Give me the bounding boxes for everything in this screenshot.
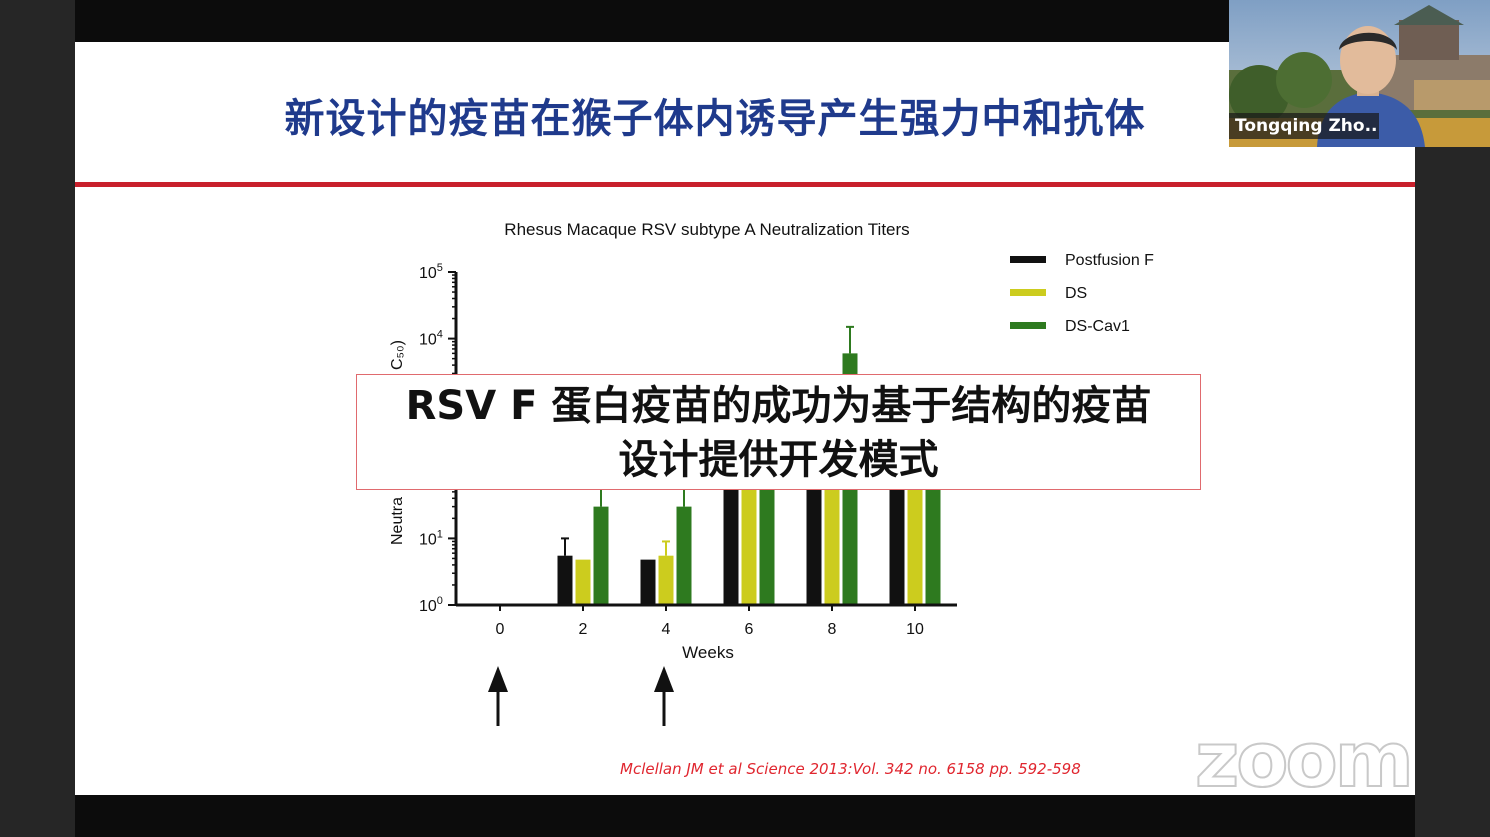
overlay-line-1: RSV F 蛋白疫苗的成功为基于结构的疫苗 — [405, 383, 1152, 429]
x-tick-label: 10 — [906, 621, 924, 638]
legend: Postfusion F DS DS-Cav1 — [1010, 252, 1154, 335]
shared-slide: 新设计的疫苗在猴子体内诱导产生强力中和抗体 Rhesus Macaque RSV… — [75, 42, 1415, 795]
participant-video-tile[interactable]: Tongqing Zho... — [1229, 0, 1490, 147]
bar — [658, 555, 674, 605]
up-arrow-icon — [654, 666, 674, 692]
bar — [575, 559, 591, 605]
citation: Mclellan JM et al Science 2013:Vol. 342 … — [620, 760, 1081, 778]
participant-name-label: Tongqing Zho... — [1229, 113, 1379, 139]
y-tick-label: 105 — [419, 262, 443, 282]
immunization-arrows — [488, 666, 674, 726]
bar — [640, 559, 656, 605]
y-axis-label: C₅₀) Neutra — [389, 340, 406, 545]
letterbox-bottom — [75, 795, 1415, 837]
legend-label: DS-Cav1 — [1065, 318, 1130, 335]
y-label-fragment: C₅₀) — [389, 340, 406, 370]
overlay-line-2: 设计提供开发模式 — [618, 437, 939, 483]
slide-title: 新设计的疫苗在猴子体内诱导产生强力中和抗体 — [284, 96, 1146, 142]
y-tick-label: 101 — [419, 528, 443, 548]
x-axis-label: Weeks — [682, 643, 734, 662]
y-tick-label: 100 — [419, 595, 443, 615]
legend-swatch — [1010, 289, 1046, 296]
chart-title: Rhesus Macaque RSV subtype A Neutralizat… — [504, 220, 909, 239]
x-tick-label: 6 — [745, 621, 754, 638]
x-tick-label: 4 — [662, 621, 671, 638]
up-arrow-icon — [488, 666, 508, 692]
legend-swatch — [1010, 322, 1046, 329]
bar — [676, 506, 692, 605]
zoom-watermark: zoom — [1194, 715, 1415, 796]
x-tick-label: 8 — [828, 621, 837, 638]
y-tick-label: 104 — [419, 329, 443, 349]
bar — [593, 506, 609, 605]
letterbox-top — [75, 0, 1415, 42]
legend-swatch — [1010, 256, 1046, 263]
subtitle-overlay: RSV F 蛋白疫苗的成功为基于结构的疫苗 设计提供开发模式 — [356, 374, 1201, 490]
y-label-fragment: Neutra — [389, 497, 406, 545]
x-tick-label: 2 — [579, 621, 588, 638]
legend-label: Postfusion F — [1065, 252, 1154, 269]
legend-label: DS — [1065, 285, 1087, 302]
bar — [557, 555, 573, 605]
x-tick-label: 0 — [496, 621, 505, 638]
title-divider — [75, 182, 1415, 187]
